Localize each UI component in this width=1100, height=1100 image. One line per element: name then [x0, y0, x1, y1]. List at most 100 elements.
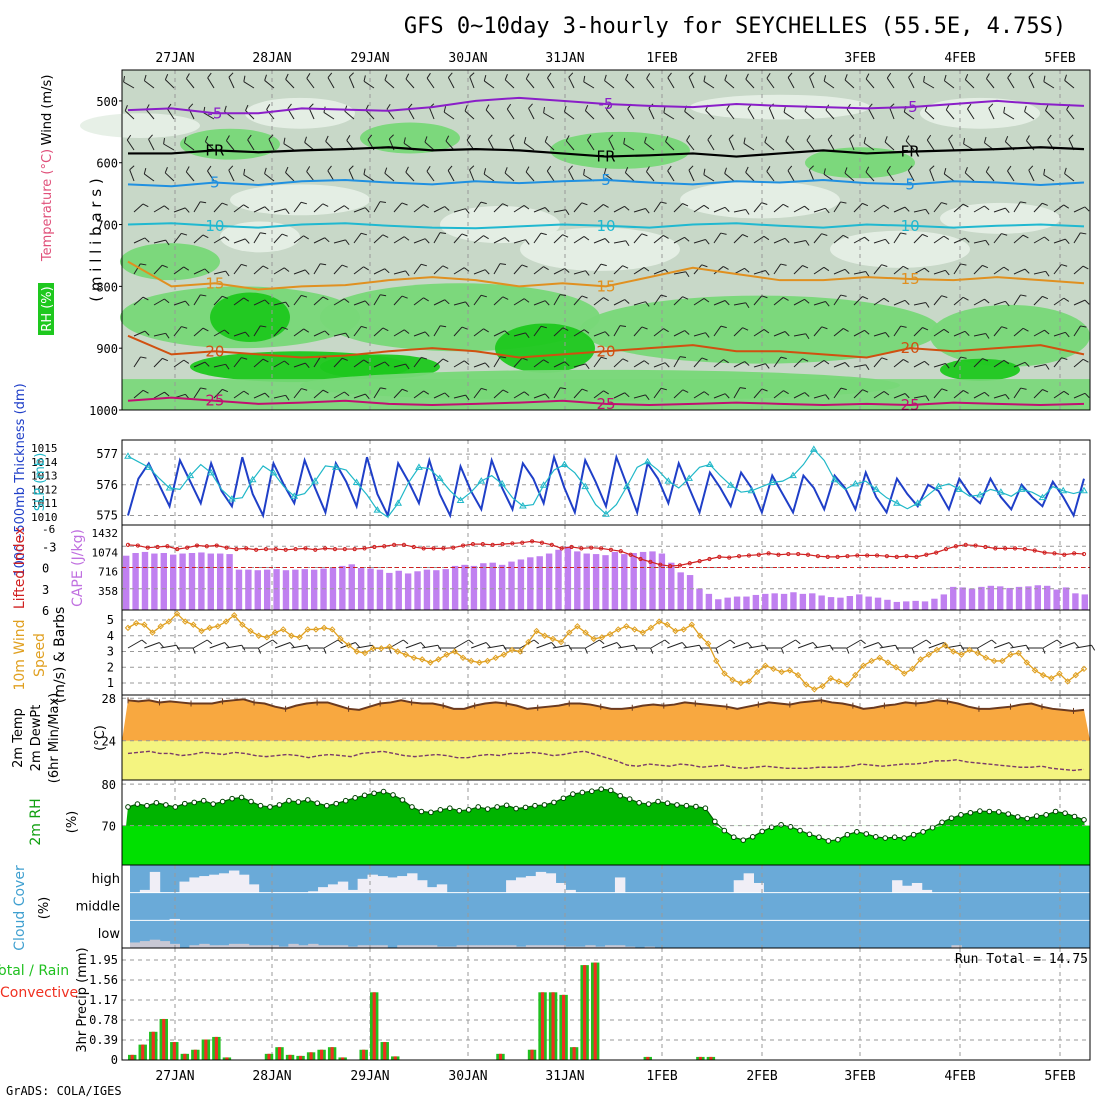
wind-barb	[502, 296, 509, 300]
wind10-barb	[141, 639, 147, 645]
wind-barb	[528, 108, 535, 120]
slp-marker	[435, 474, 444, 481]
wind-barb	[233, 204, 244, 213]
wind-barb	[303, 328, 310, 333]
wind-barb	[313, 203, 324, 213]
wind-barb	[1004, 135, 1009, 142]
wind-barb	[424, 141, 435, 151]
lifted-index-marker	[283, 547, 288, 552]
wind-barb	[407, 108, 415, 120]
wind-barb	[393, 388, 403, 399]
wind10-barb	[468, 639, 474, 645]
cape-bar	[1044, 585, 1051, 610]
wind-barb	[186, 73, 190, 79]
wind-speed-marker	[606, 630, 614, 638]
wind-barb	[273, 360, 285, 368]
temperature-contour	[127, 260, 1085, 291]
wind-barb	[333, 391, 345, 399]
lifted-index-marker	[539, 540, 545, 545]
wind-barb	[348, 165, 354, 171]
wind-barb	[540, 232, 547, 236]
slp-marker	[290, 492, 299, 499]
wind-barb	[780, 263, 787, 266]
wind-barb	[703, 75, 706, 82]
wind-barb	[528, 103, 533, 109]
wind-speed-marker	[525, 638, 532, 646]
cape-bar	[423, 569, 431, 610]
wind-barb	[593, 204, 604, 213]
cape-bar	[320, 568, 327, 610]
wind-barb	[304, 362, 310, 368]
wind-barb	[783, 106, 786, 113]
wind-barb	[926, 139, 935, 151]
cloud-bar-low	[298, 945, 309, 948]
rh2m-marker	[872, 834, 879, 840]
wind-barb	[126, 134, 132, 141]
cape-bar	[348, 564, 355, 610]
wind10-barb	[664, 639, 670, 645]
wind-barb	[1033, 364, 1046, 368]
wind-speed-marker	[500, 651, 508, 658]
wind-barb	[504, 74, 508, 81]
cloud-bar-low	[268, 945, 279, 948]
wind-barb	[653, 362, 666, 368]
rh2m-marker	[125, 804, 131, 810]
wind-barb	[988, 107, 995, 120]
contour-label: 25	[205, 392, 224, 410]
wind-barb	[568, 76, 575, 89]
wind-barb	[945, 363, 950, 369]
wind-barb	[443, 111, 455, 120]
cloud-bar-low	[446, 946, 458, 948]
cape-bar	[677, 572, 684, 610]
wind-speed-marker	[941, 641, 949, 649]
wind-barb	[964, 167, 968, 174]
wind-barb	[825, 394, 830, 400]
wind-barb	[893, 265, 904, 275]
wind-barb	[260, 325, 267, 328]
wind-barb	[453, 326, 463, 337]
rh2m-marker	[844, 831, 851, 838]
wind-barb	[667, 165, 672, 172]
wind-barb	[986, 73, 990, 79]
wind-speed-marker	[1023, 659, 1031, 666]
wind-barb	[1007, 170, 1015, 182]
wind-tick: 5	[107, 613, 114, 627]
rh2m-marker	[958, 812, 964, 818]
lifted-index-marker	[214, 543, 219, 548]
wind-barb	[513, 332, 526, 337]
wind-barb	[153, 358, 163, 368]
cloud-bar-high	[892, 880, 903, 893]
wind-barb	[243, 297, 250, 302]
wind-barb	[827, 134, 833, 140]
wind-barb	[933, 269, 946, 275]
precip-conv-bar	[288, 1054, 292, 1060]
wind-barb	[682, 296, 689, 300]
wind10-barb	[160, 644, 177, 649]
wind-barb	[665, 141, 675, 151]
wind-barb	[623, 143, 635, 151]
lifted-index-marker	[155, 544, 160, 550]
wind-barb	[264, 74, 267, 81]
wind-barb	[703, 81, 715, 89]
wind-barb	[713, 325, 722, 337]
cape-bar	[997, 586, 1004, 610]
date-tick-top: 1FEB	[646, 51, 677, 66]
wind-barb	[367, 134, 373, 140]
wind-barb	[724, 300, 730, 306]
cloud-bar-high	[921, 889, 933, 893]
wind-barb	[633, 233, 643, 244]
wind-barb	[900, 325, 907, 328]
wind-barb	[353, 393, 366, 399]
wind10-barb	[716, 639, 731, 649]
cape-bar	[1034, 585, 1042, 610]
wind-barb	[465, 208, 470, 214]
wind-barb	[264, 80, 275, 89]
cloud-bar-high	[525, 876, 537, 893]
wind-barb	[228, 76, 235, 89]
wind10-label-line1: 10m Wind	[12, 619, 28, 690]
wind-barb	[785, 135, 789, 142]
wind-barb	[863, 142, 875, 151]
wind-barb	[440, 325, 447, 328]
cape-bar	[978, 586, 985, 610]
wind-barb	[809, 76, 815, 89]
